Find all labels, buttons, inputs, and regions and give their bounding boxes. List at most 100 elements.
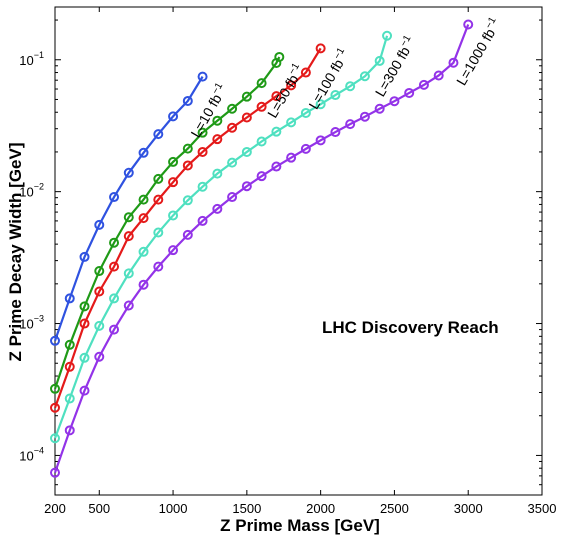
series-line	[53, 76, 204, 342]
data-point	[330, 127, 341, 138]
series-layer	[50, 19, 474, 478]
data-point	[197, 71, 208, 82]
series-l-50-fb	[50, 51, 285, 394]
data-point	[64, 361, 75, 372]
series-line	[53, 47, 322, 409]
data-point	[138, 279, 149, 290]
data-point	[50, 383, 60, 394]
data-point	[212, 168, 223, 179]
data-point	[123, 231, 134, 242]
data-point	[374, 103, 385, 114]
x-tick-label: 2000	[306, 501, 335, 516]
x-tick-label: 3500	[528, 501, 557, 516]
data-point	[359, 111, 370, 122]
series-label: L=1000 fb−1	[452, 15, 504, 88]
data-point	[153, 173, 164, 184]
data-point	[50, 433, 60, 444]
data-point	[227, 122, 238, 133]
data-point	[315, 99, 326, 110]
series-l-10-fb	[50, 71, 208, 346]
data-point	[123, 300, 134, 311]
y-axis-title: Z Prime Decay Width [GeV]	[6, 142, 25, 361]
data-point	[256, 101, 267, 112]
chart-annotation: LHC Discovery Reach	[322, 318, 499, 337]
data-point	[404, 87, 415, 98]
data-point	[256, 171, 267, 182]
data-point	[94, 219, 105, 230]
data-point	[345, 81, 356, 92]
axis-tick-labels: 200 500 1000 1500 2000 2500 3000 350010−410−310…	[19, 50, 556, 516]
data-point	[123, 212, 134, 223]
data-point	[197, 146, 208, 157]
data-point	[138, 246, 149, 257]
data-point	[212, 134, 223, 145]
data-point	[241, 112, 252, 123]
data-point	[168, 156, 179, 167]
data-point	[182, 143, 193, 154]
data-point	[64, 393, 75, 404]
data-point	[109, 293, 120, 304]
data-point	[197, 127, 208, 138]
data-point	[300, 107, 311, 118]
data-point	[123, 268, 134, 279]
data-point	[389, 96, 400, 107]
data-point	[94, 286, 105, 297]
data-point	[168, 111, 179, 122]
data-point	[286, 152, 297, 163]
data-point	[212, 115, 223, 126]
data-point	[300, 67, 311, 78]
data-point	[448, 57, 459, 68]
data-point	[197, 181, 208, 192]
data-point	[182, 195, 193, 206]
data-point	[286, 80, 297, 91]
series-label: L=50 fb−1	[263, 61, 307, 121]
data-point	[315, 43, 326, 54]
y-tick-label: 10−1	[19, 50, 44, 68]
data-point	[330, 90, 341, 101]
data-point	[64, 339, 75, 350]
data-point	[300, 143, 311, 154]
data-point	[241, 146, 252, 157]
series-l-300-fb	[50, 30, 393, 444]
data-point	[50, 335, 60, 346]
data-point	[418, 79, 429, 90]
data-point	[109, 192, 120, 203]
data-point	[256, 136, 267, 147]
series-l-100-fb	[50, 43, 326, 413]
data-point	[241, 91, 252, 102]
axis-ticks	[54, 7, 543, 495]
series-labels: L=10 fb−1 L=50 fb−1 L=100 fb−1 L=300 fb−1 L=…	[186, 15, 504, 140]
data-point	[345, 119, 356, 130]
x-tick-label: 2500	[380, 501, 409, 516]
data-point	[315, 135, 326, 146]
data-point	[94, 266, 105, 277]
data-point	[182, 229, 193, 240]
data-point	[374, 55, 385, 66]
x-tick-label: 1500	[232, 501, 261, 516]
data-point	[271, 91, 282, 102]
data-point	[182, 95, 193, 106]
data-point	[79, 318, 90, 329]
series-line	[53, 56, 281, 390]
series-line	[53, 24, 470, 474]
series-l-1000-fb	[50, 19, 474, 478]
data-point	[79, 251, 90, 262]
data-point	[168, 210, 179, 221]
data-point	[227, 103, 238, 114]
data-point	[109, 237, 120, 248]
data-point	[227, 157, 238, 168]
data-point	[64, 293, 75, 304]
data-point	[109, 324, 120, 335]
data-point	[463, 19, 474, 30]
data-point	[64, 425, 75, 436]
data-point	[197, 215, 208, 226]
data-point	[241, 181, 252, 192]
data-point	[212, 203, 223, 214]
series-label: L=100 fb−1	[304, 46, 352, 112]
data-point	[382, 30, 393, 41]
data-point	[359, 71, 370, 82]
x-tick-label: 500	[88, 501, 110, 516]
data-point	[168, 177, 179, 188]
data-point	[79, 301, 90, 312]
